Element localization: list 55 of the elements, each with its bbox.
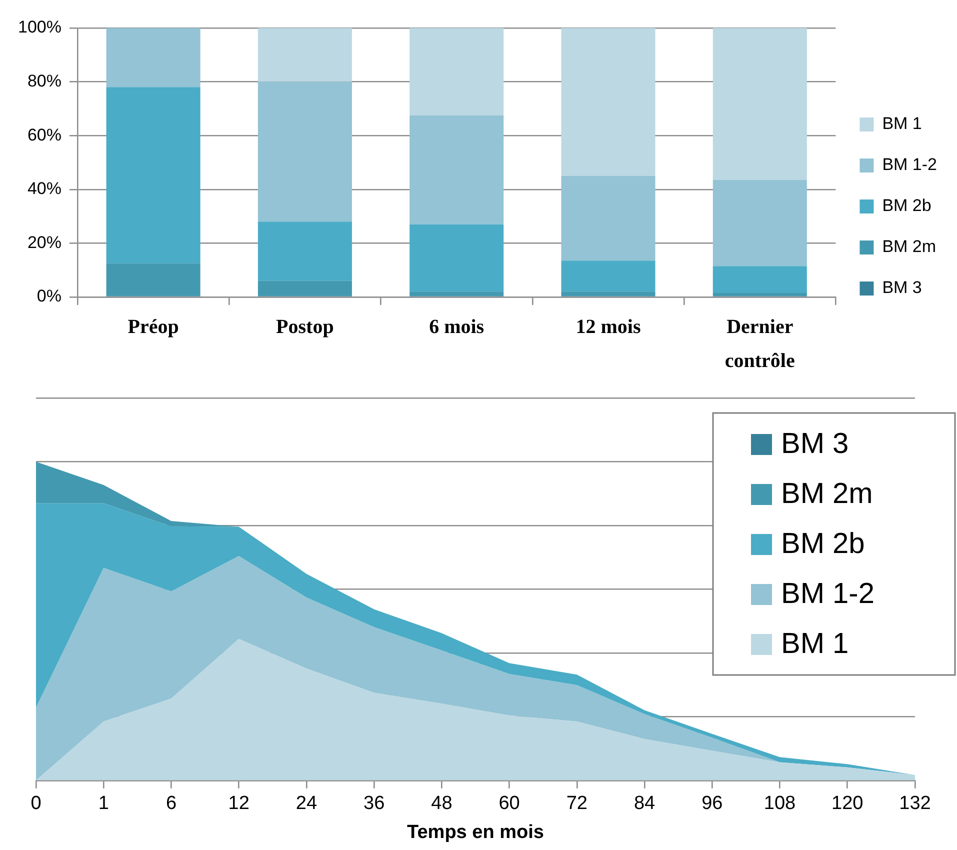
x-tick-label: 60 [498, 793, 520, 814]
bar [410, 292, 504, 296]
bar [106, 87, 200, 264]
legend-label: BM 1 [781, 628, 849, 660]
bar [561, 28, 656, 176]
y-tick-label: 100% [18, 18, 62, 37]
y-tick-label: 60% [27, 125, 62, 144]
bar [712, 292, 807, 296]
x-tick-label: 6 mois [429, 316, 484, 338]
x-tick-label: 96 [702, 793, 723, 814]
x-tick-label: 24 [296, 793, 318, 814]
x-tick-label: 12 mois [576, 316, 641, 338]
bar [258, 28, 352, 82]
bar [561, 176, 656, 261]
legend-label: BM 2b [781, 528, 865, 560]
legend-label: BM 3 [882, 278, 922, 298]
bar [106, 263, 200, 296]
legend-label: BM 2m [781, 478, 873, 510]
bar [561, 260, 656, 292]
x-tick-label: Postop [276, 316, 334, 338]
x-tick-label: 132 [899, 793, 931, 814]
x-tick-label: 72 [566, 793, 588, 814]
x-tick-label: 0 [30, 793, 42, 814]
bar [410, 115, 504, 224]
x-tick-label: Préop [128, 316, 179, 338]
legend-label: BM 1-2 [781, 578, 874, 610]
y-tick-label: 20% [27, 232, 62, 252]
bar [258, 82, 352, 222]
bar [712, 28, 807, 180]
x-tick-label: Dernier contrôle [724, 316, 795, 372]
legend-label: BM 1 [882, 114, 922, 134]
x-tick-label: 84 [634, 793, 656, 814]
x-tick-label: 12 [228, 793, 250, 814]
x-tick-label: 48 [431, 793, 452, 814]
legend-label: BM 1-2 [882, 155, 938, 174]
y-tick-label: 80% [27, 71, 62, 90]
y-tick-label: 40% [27, 179, 62, 198]
bar [258, 280, 352, 296]
bar [712, 266, 807, 293]
legend-label: BM 2b [882, 196, 932, 216]
x-tick-label: 6 [166, 793, 177, 814]
bar [410, 224, 504, 292]
legend-label: BM 3 [781, 428, 849, 460]
bar [410, 28, 504, 116]
x-tick-label: 120 [832, 793, 864, 814]
y-tick-label: 0% [36, 286, 62, 306]
bar [258, 222, 352, 281]
x-axis-title: Temps en mois [407, 822, 544, 843]
bar [106, 28, 200, 88]
x-tick-label: 108 [764, 793, 796, 814]
legend-label: BM 2m [882, 237, 936, 256]
bar [712, 180, 807, 266]
bar [561, 292, 656, 296]
x-tick-label: 1 [98, 793, 109, 814]
x-tick-label: 36 [364, 793, 385, 814]
